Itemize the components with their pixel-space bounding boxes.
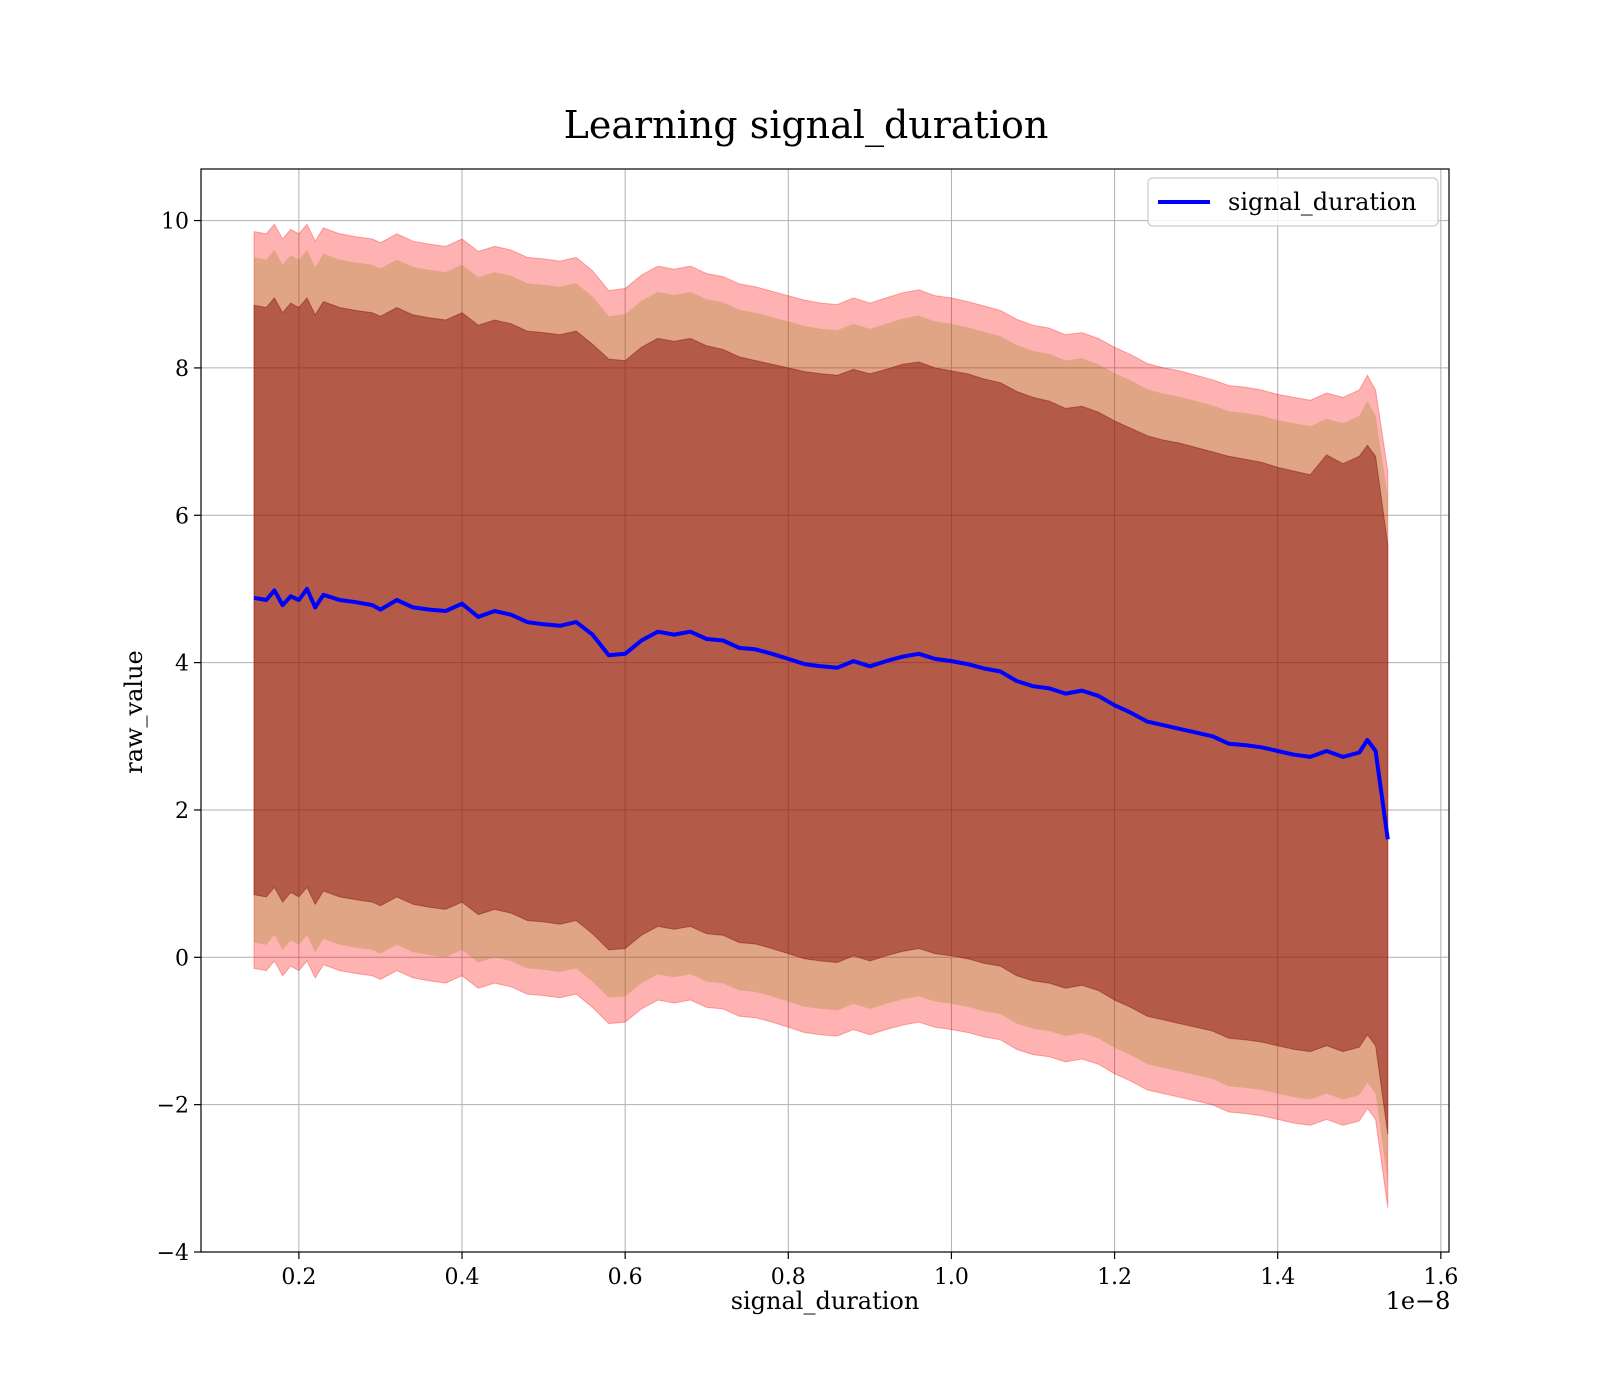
plot-frame (200, 168, 1450, 1253)
overlap-tint-band (254, 250, 1388, 1182)
x-tick-label: 0.2 (281, 1265, 316, 1290)
y-tick-label: 4 (175, 652, 189, 677)
x-tick-label: 0.6 (608, 1265, 643, 1290)
x-tick-label: 1.0 (934, 1265, 969, 1290)
x-tick-label: 1.4 (1260, 1265, 1295, 1290)
x-axis-label: signal_duration (731, 1287, 920, 1315)
chart-title: Learning signal_duration (564, 103, 1049, 148)
x-tick-label: 1.6 (1423, 1265, 1458, 1290)
x-axis: 0.2 0.4 0.6 0.8 1.0 1.2 1.4 1.6 (281, 1252, 1458, 1290)
inner-confidence-band (253, 296, 1389, 1135)
x-tick-label: 0.8 (771, 1265, 806, 1290)
y-tick-label: 0 (175, 946, 189, 971)
legend-label: signal_duration (1228, 188, 1417, 216)
y-tick-label: 8 (175, 357, 189, 382)
y-axis-label: raw_value (120, 650, 148, 774)
y-tick-label: 6 (175, 504, 189, 529)
x-tick-label: 1.2 (1097, 1265, 1132, 1290)
legend-box (1147, 177, 1439, 227)
mean-line (253, 586, 1390, 840)
x-axis-offset-label: 1e−8 (1386, 1287, 1451, 1315)
y-tick-label: 2 (175, 799, 189, 824)
y-tick-label: −2 (157, 1094, 189, 1119)
y-axis: −4 −2 0 2 4 6 8 10 (157, 210, 201, 1266)
legend: signal_duration (1147, 177, 1439, 227)
x-tick-label: 0.4 (445, 1265, 480, 1290)
mean-line-group (253, 586, 1390, 840)
y-tick-label: 10 (161, 210, 189, 235)
confidence-bands (253, 223, 1389, 1208)
outer-confidence-band (253, 223, 1389, 1208)
y-tick-label: −4 (157, 1241, 189, 1266)
